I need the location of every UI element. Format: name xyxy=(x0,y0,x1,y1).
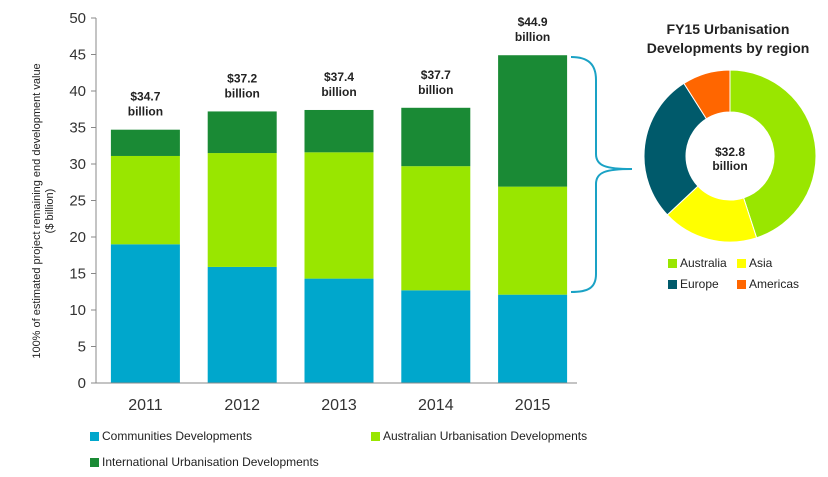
bar-segment xyxy=(304,109,374,153)
legend-swatch xyxy=(668,279,677,289)
legend-swatch xyxy=(90,431,99,441)
y-tick-label: 20 xyxy=(69,229,86,246)
donut-slice xyxy=(683,69,731,120)
y-axis-label-line1: 100% of estimated project remaining end … xyxy=(31,63,43,358)
legend-label: Australia xyxy=(680,256,727,270)
bar-total-unit: billion xyxy=(418,83,453,97)
legend-swatch xyxy=(371,431,380,441)
y-tick-label: 40 xyxy=(69,83,86,100)
y-tick-label: 35 xyxy=(69,120,86,137)
bar-segment xyxy=(110,244,180,383)
y-tick-label: 10 xyxy=(69,302,86,319)
y-tick-label: 0 xyxy=(78,375,86,392)
legend-item-australian: Australian Urbanisation Developments xyxy=(371,429,587,443)
bar-total-labels: $34.7billion$37.2billion$37.4billion$37.… xyxy=(128,15,551,118)
donut-legend-australia: Australia xyxy=(668,256,727,270)
bar-segment xyxy=(207,111,277,154)
bar-total-unit: billion xyxy=(515,30,550,44)
legend-swatch xyxy=(737,258,746,268)
donut-legend-asia: Asia xyxy=(737,256,772,270)
bar-segment xyxy=(498,55,568,187)
bracket-connector xyxy=(570,56,633,293)
y-tick-label: 25 xyxy=(69,193,86,210)
bar-segment xyxy=(498,294,568,383)
donut-slice xyxy=(729,69,817,239)
bar-segment xyxy=(401,290,471,383)
bar-segment xyxy=(110,155,180,245)
legend-label: International Urbanisation Developments xyxy=(102,455,319,469)
y-tick-label: 45 xyxy=(69,47,86,64)
y-tick-label: 30 xyxy=(69,156,86,173)
x-tick-label: 2012 xyxy=(224,397,260,414)
bar-segment xyxy=(110,129,180,156)
y-axis-label-line2: ($ billion) xyxy=(44,189,56,234)
bar-segment xyxy=(207,266,277,383)
legend-label: Americas xyxy=(749,277,800,291)
legend-label: Europe xyxy=(680,277,719,291)
bar-segment xyxy=(401,107,471,167)
x-tick-label: 2014 xyxy=(418,397,454,414)
donut-legend-europe: Europe xyxy=(668,277,719,291)
bar-segment xyxy=(401,166,471,291)
bar-total-value: $37.4 xyxy=(324,70,354,84)
donut-title: FY15 Urbanisation Developments by region xyxy=(628,20,828,58)
legend-label: Communities Developments xyxy=(102,429,253,443)
x-tick-label: 2015 xyxy=(515,397,551,414)
donut-center-unit: billion xyxy=(712,159,747,173)
y-axis: 0 5 10 15 20 25 30 35 40 45 50 xyxy=(69,10,97,392)
x-tick-label: 2011 xyxy=(128,397,163,414)
y-tick-label: 5 xyxy=(78,339,86,356)
donut-center-value: $32.8 xyxy=(715,145,745,159)
x-tick-label: 2013 xyxy=(321,397,357,414)
bar-total-unit: billion xyxy=(321,85,356,99)
bar-segment xyxy=(304,152,374,279)
bar-total-unit: billion xyxy=(128,105,163,119)
y-tick-label: 50 xyxy=(69,10,86,27)
y-tick-label: 15 xyxy=(69,266,86,283)
legend-label: Asia xyxy=(749,256,773,270)
bar-segment xyxy=(498,186,568,295)
bar-total-value: $44.9 xyxy=(518,15,548,29)
donut-slice xyxy=(643,82,708,216)
bar-total-value: $37.7 xyxy=(421,68,451,82)
bar-total-value: $37.2 xyxy=(227,71,257,85)
legend-item-communities: Communities Developments xyxy=(90,429,252,443)
donut-chart xyxy=(643,69,817,243)
bar-total-unit: billion xyxy=(225,86,260,100)
x-axis: 2011 2012 2013 2014 2015 xyxy=(96,382,577,414)
legend-swatch xyxy=(668,258,677,268)
legend-item-international: International Urbanisation Developments xyxy=(90,455,319,469)
bar-segment xyxy=(207,153,277,267)
donut-title-line2: Developments by region xyxy=(646,40,810,56)
bar-total-value: $34.7 xyxy=(130,90,160,104)
donut-legend-americas: Americas xyxy=(737,277,799,291)
donut-title-line1: FY15 Urbanisation xyxy=(666,21,790,37)
legend-label: Australian Urbanisation Developments xyxy=(383,429,588,443)
legend-swatch xyxy=(737,279,746,289)
legend-swatch xyxy=(90,457,99,467)
bar-segment xyxy=(304,278,374,383)
stacked-bars xyxy=(110,55,568,383)
